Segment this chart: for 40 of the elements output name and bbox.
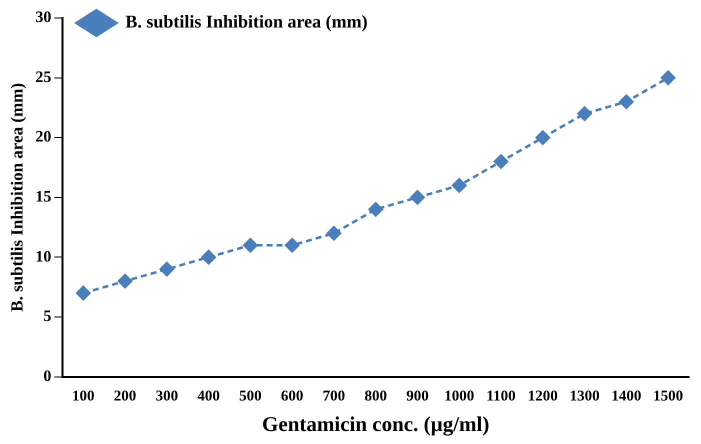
y-tick-label: 15 [35,188,52,206]
point [452,178,466,193]
point [284,238,300,252]
point [536,130,550,145]
point [619,94,634,109]
x-tick-label: 600 [280,388,304,405]
point [243,238,258,252]
point [660,70,676,86]
point [76,286,91,300]
x-tick-label: 1500 [653,388,684,405]
point [577,106,592,121]
x-tick-label: 1300 [570,388,600,405]
y-axis-title: B. subtilis Inhibition area (mm) [8,83,27,312]
x-tick-label: 400 [197,388,220,405]
y-tick-label: 20 [35,128,52,146]
x-axis-title: Gentamicin conc. (µg/ml) [262,412,490,436]
y-tick-label: 30 [35,9,52,26]
x-tick-label: 1100 [486,388,516,405]
x-tick-label: 1400 [611,388,642,405]
x-tick-label: 100 [72,388,95,405]
y-tick-label: 10 [35,248,52,266]
x-tick-label: 1000 [444,388,474,405]
point [326,226,342,241]
point [410,190,425,205]
y-tick-label: 25 [35,68,52,86]
x-tick-label: 800 [364,388,387,405]
x-tick-label: 1200 [528,388,558,405]
y-tick-label: 0 [43,368,52,385]
point [368,202,383,217]
point [160,262,174,276]
y-tick-label: 5 [43,308,52,326]
point [494,154,508,169]
x-tick-label: 200 [114,388,136,405]
legend-label: B. subtilis Inhibition area (mm) [125,12,368,32]
x-tick-label: 700 [322,388,346,405]
point [201,250,216,264]
point [118,274,132,288]
x-tick-label: 900 [406,388,429,405]
x-tick-label: 500 [239,388,262,405]
x-tick-label: 300 [156,388,178,405]
